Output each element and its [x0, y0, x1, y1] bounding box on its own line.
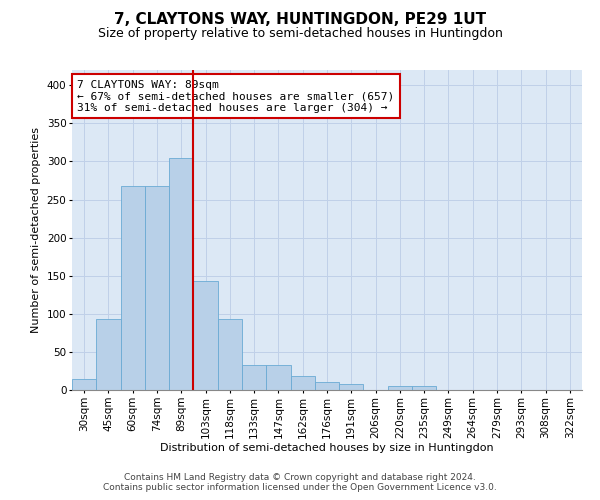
X-axis label: Distribution of semi-detached houses by size in Huntingdon: Distribution of semi-detached houses by …: [160, 443, 494, 453]
Bar: [339, 384, 364, 390]
Bar: [169, 158, 193, 390]
Y-axis label: Number of semi-detached properties: Number of semi-detached properties: [31, 127, 41, 333]
Bar: [242, 365, 266, 390]
Bar: [412, 386, 436, 390]
Bar: [72, 378, 96, 390]
Bar: [218, 319, 242, 390]
Text: 7, CLAYTONS WAY, HUNTINGDON, PE29 1UT: 7, CLAYTONS WAY, HUNTINGDON, PE29 1UT: [114, 12, 486, 28]
Text: Contains HM Land Registry data © Crown copyright and database right 2024.
Contai: Contains HM Land Registry data © Crown c…: [103, 473, 497, 492]
Bar: [121, 186, 145, 390]
Bar: [96, 319, 121, 390]
Bar: [193, 281, 218, 390]
Text: Size of property relative to semi-detached houses in Huntingdon: Size of property relative to semi-detach…: [98, 28, 502, 40]
Bar: [145, 186, 169, 390]
Bar: [266, 365, 290, 390]
Bar: [315, 382, 339, 390]
Text: 7 CLAYTONS WAY: 89sqm
← 67% of semi-detached houses are smaller (657)
31% of sem: 7 CLAYTONS WAY: 89sqm ← 67% of semi-deta…: [77, 80, 394, 113]
Bar: [388, 386, 412, 390]
Bar: [290, 376, 315, 390]
